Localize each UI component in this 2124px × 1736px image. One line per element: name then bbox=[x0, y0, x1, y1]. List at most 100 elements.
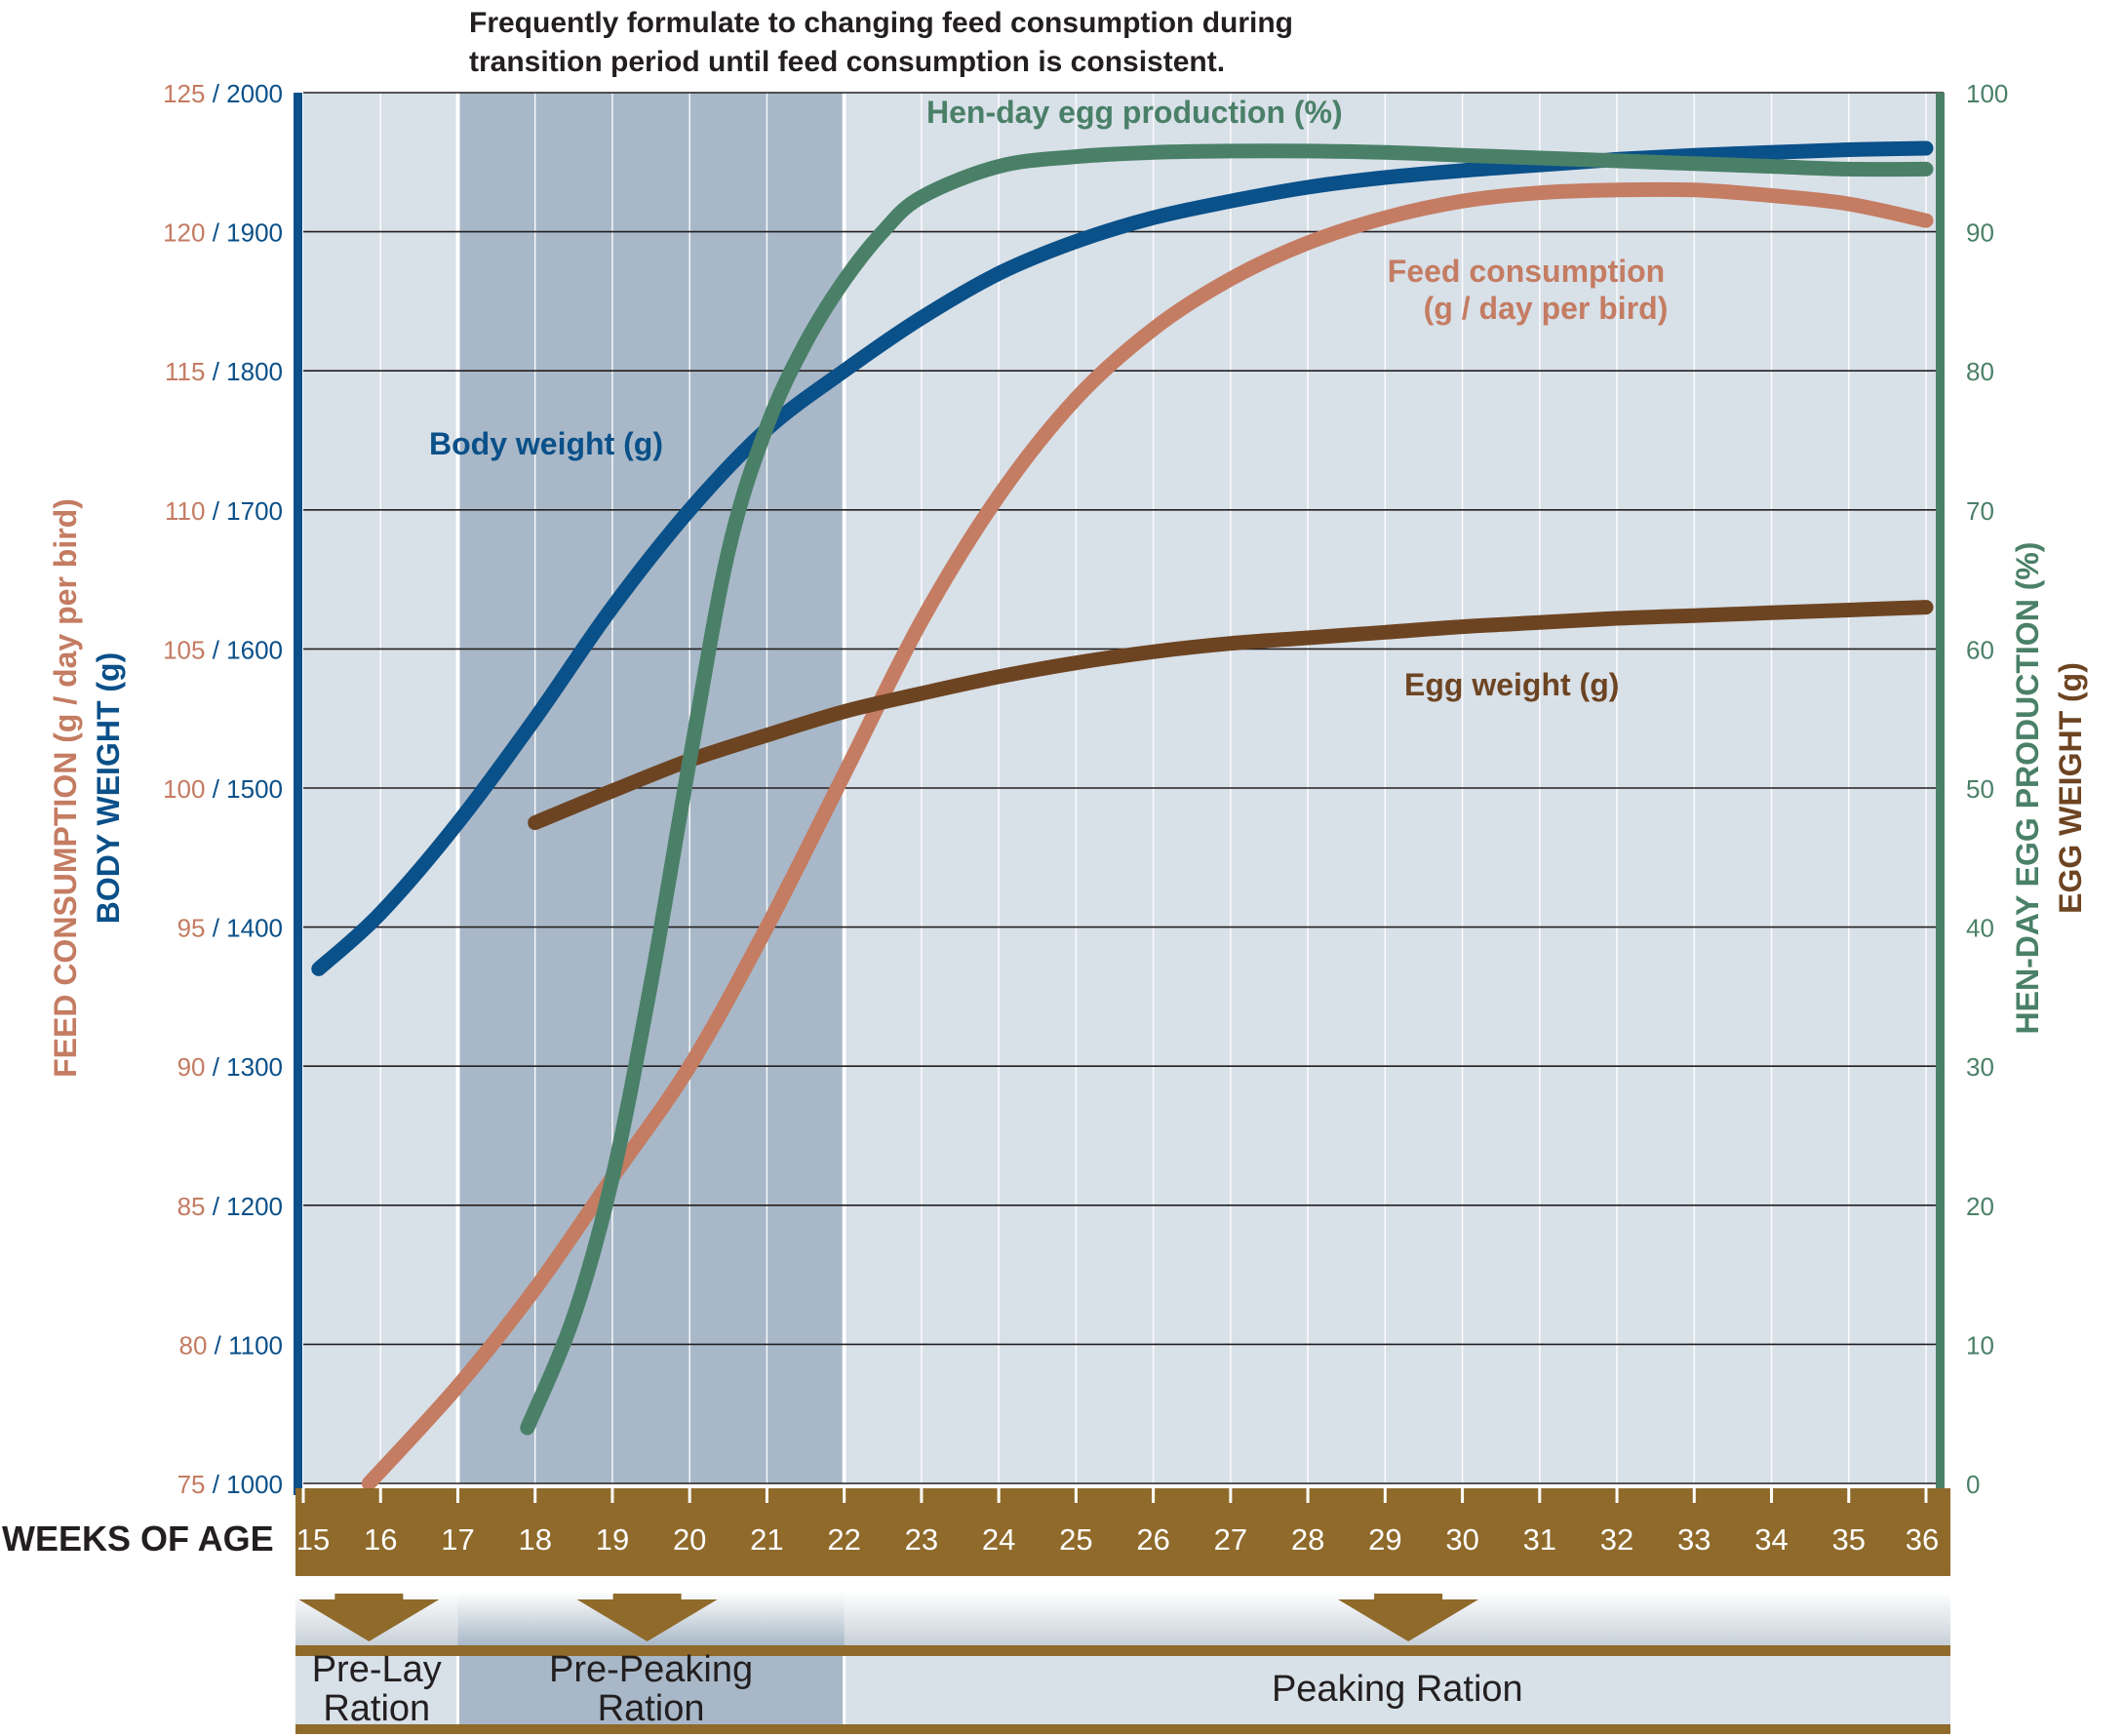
ration-label-line: Ration bbox=[323, 1688, 430, 1729]
left-tick-body: 1800 bbox=[226, 357, 283, 386]
left-tick-feed: 120 bbox=[163, 218, 205, 248]
right-tick-label: 30 bbox=[1966, 1052, 1994, 1082]
left-tick-label: 85 / 1200 bbox=[177, 1192, 283, 1221]
right-tick-label: 100 bbox=[1966, 79, 2008, 108]
right-tick-label: 60 bbox=[1966, 635, 1994, 664]
right-tick-label: 40 bbox=[1966, 914, 1994, 943]
left-tick-label: 95 / 1400 bbox=[177, 914, 283, 943]
left-tick-label: 105 / 1600 bbox=[163, 635, 283, 664]
label-hen-day-egg-production-line: Hen-day egg production (%) bbox=[926, 95, 1343, 130]
left-tick-label: 110 / 1700 bbox=[165, 496, 283, 526]
left-tick-separator: / bbox=[205, 1470, 226, 1499]
left-tick-body: 1000 bbox=[226, 1470, 283, 1499]
right-tick-label: 70 bbox=[1966, 496, 1994, 526]
ration-bottom-rule bbox=[295, 1724, 1950, 1734]
x-tick-label: 25 bbox=[1059, 1522, 1092, 1557]
label-egg-weight: Egg weight (g) bbox=[1404, 667, 1619, 702]
left-tick-feed: 110 bbox=[165, 496, 205, 526]
x-tick-label: 17 bbox=[441, 1522, 474, 1557]
left-tick-label: 100 / 1500 bbox=[163, 774, 283, 804]
ration-label-line: Pre-Lay bbox=[312, 1649, 442, 1690]
left-axis-bar bbox=[294, 93, 302, 1495]
left-tick-separator: / bbox=[205, 218, 226, 248]
series-line-egg-weight bbox=[528, 600, 1934, 831]
label-feed-consumption-line: (g / day per bird) bbox=[1424, 291, 1669, 326]
x-axis: 15 16 17 18 19 20 21 22 23 24 25 26 27 28 29 30 31 32 33 34… bbox=[2, 1488, 1950, 1576]
left-tick-separator: / bbox=[205, 357, 226, 386]
left-axis-title-body: BODY WEIGHT (g) bbox=[91, 652, 126, 925]
left-tick-feed: 90 bbox=[177, 1052, 206, 1082]
x-tick-label: 30 bbox=[1445, 1522, 1478, 1557]
left-tick-label: 80 / 1100 bbox=[178, 1330, 283, 1360]
right-tick-label: 10 bbox=[1966, 1330, 1994, 1360]
left-tick-body: 1200 bbox=[226, 1192, 283, 1221]
left-tick-separator: / bbox=[207, 1330, 228, 1360]
left-tick-separator: / bbox=[205, 774, 226, 804]
ration-label: Pre-Lay Ration bbox=[312, 1649, 442, 1729]
annotation-line-2: transition period until feed consumption… bbox=[469, 46, 1225, 78]
left-tick-separator: / bbox=[205, 79, 226, 108]
left-tick-separator: / bbox=[205, 914, 226, 943]
x-axis-band bbox=[295, 1488, 1950, 1576]
left-tick-feed: 80 bbox=[178, 1330, 207, 1360]
x-tick-label: 29 bbox=[1368, 1522, 1401, 1557]
left-tick-label: 90 / 1300 bbox=[177, 1052, 283, 1082]
left-tick-body: 1400 bbox=[226, 914, 283, 943]
x-tick-label: 33 bbox=[1677, 1522, 1711, 1557]
x-tick-label: 35 bbox=[1832, 1522, 1866, 1557]
right-axis-title-egg: EGG WEIGHT (g) bbox=[2053, 662, 2088, 914]
x-tick-label: 34 bbox=[1754, 1522, 1788, 1557]
x-tick-label: 28 bbox=[1291, 1522, 1324, 1557]
ration-label-line: Peaking Ration bbox=[1272, 1669, 1523, 1710]
x-tick-label: 18 bbox=[518, 1522, 551, 1557]
x-tick-label: 24 bbox=[982, 1522, 1015, 1557]
right-tick-label: 50 bbox=[1966, 774, 1994, 804]
label-body-weight: Body weight (g) bbox=[429, 426, 663, 461]
left-tick-label: 120 / 1900 bbox=[163, 218, 283, 248]
left-tick-separator: / bbox=[205, 1192, 226, 1221]
ration-arrow bbox=[576, 1594, 718, 1641]
left-tick-feed: 105 bbox=[163, 635, 205, 664]
left-tick-feed: 100 bbox=[163, 774, 205, 804]
x-axis-title: WEEKS OF AGE bbox=[2, 1519, 274, 1558]
ration-box-pre-peaking bbox=[457, 1656, 845, 1724]
annotation-line-1: Frequently formulate to changing feed co… bbox=[469, 7, 1293, 39]
x-tick-label: 26 bbox=[1136, 1522, 1169, 1557]
left-tick-label: 75 / 1000 bbox=[177, 1470, 283, 1499]
left-tick-separator: / bbox=[205, 635, 226, 664]
right-axis-bar bbox=[1936, 93, 1945, 1495]
series-line-hen-day-egg-production bbox=[520, 143, 1934, 1436]
left-tick-separator: / bbox=[205, 496, 226, 526]
x-tick-label: 32 bbox=[1600, 1522, 1633, 1557]
right-tick-label: 90 bbox=[1966, 218, 1994, 248]
ration-box-pre-lay bbox=[295, 1656, 458, 1724]
left-tick-body: 2000 bbox=[226, 79, 283, 108]
ration-top-rule bbox=[295, 1645, 1950, 1656]
ration-label: Pre-Peaking Ration bbox=[549, 1649, 753, 1729]
left-tick-body: 1600 bbox=[226, 635, 283, 664]
left-tick-feed: 85 bbox=[177, 1192, 206, 1221]
left-tick-label: 125 / 2000 bbox=[163, 79, 283, 108]
right-tick-label: 0 bbox=[1966, 1470, 1980, 1499]
ration-arrow bbox=[298, 1594, 440, 1641]
series-labels: Hen-day egg production (%) Body weight (g… bbox=[429, 95, 1668, 702]
series-lines bbox=[311, 140, 1934, 1491]
left-tick-feed: 95 bbox=[177, 914, 206, 943]
right-tick-label: 20 bbox=[1966, 1192, 1994, 1221]
annotation-text: Frequently formulate to changing feed co… bbox=[469, 7, 1293, 78]
left-tick-body: 1500 bbox=[226, 774, 283, 804]
x-tick-label: 27 bbox=[1214, 1522, 1247, 1557]
left-tick-feed: 125 bbox=[163, 79, 205, 108]
left-tick-label: 115 / 1800 bbox=[165, 357, 283, 386]
right-axis-title-hen: HEN-DAY EGG PRODUCTION (%) bbox=[2010, 542, 2045, 1035]
ration-label-line: Ration bbox=[598, 1688, 705, 1729]
right-tick-label: 80 bbox=[1966, 357, 1994, 386]
left-tick-feed: 115 bbox=[165, 357, 205, 386]
left-tick-body: 1700 bbox=[226, 496, 283, 526]
ration-arrow bbox=[1338, 1594, 1479, 1641]
x-tick-label: 15 bbox=[296, 1522, 330, 1557]
label-feed-consumption: Feed consumption (g / day per bird) bbox=[1388, 254, 1669, 326]
left-tick-body: 1300 bbox=[226, 1052, 283, 1082]
